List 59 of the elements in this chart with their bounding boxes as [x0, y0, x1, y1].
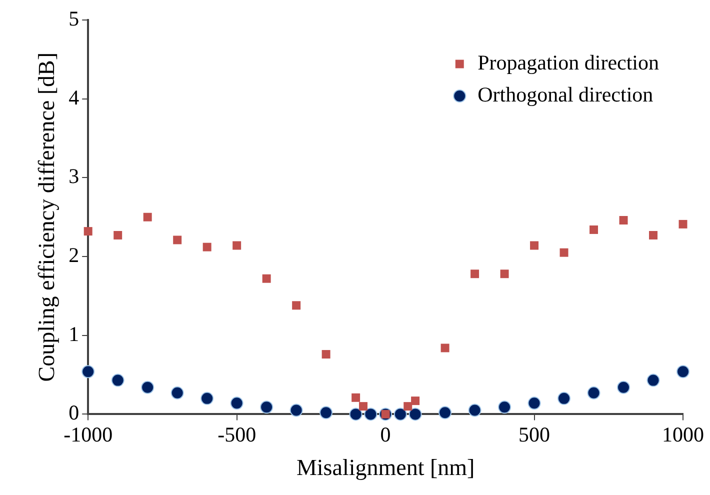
point: [364, 408, 378, 421]
point: [349, 408, 362, 421]
point: [438, 406, 452, 420]
point: [560, 248, 568, 257]
point: [84, 227, 92, 236]
x-axis-title: Misalignment [nm]: [296, 455, 475, 480]
y-tick-label: 5: [68, 6, 80, 31]
point: [676, 365, 690, 378]
point: [292, 301, 301, 310]
point: [359, 402, 368, 411]
point: [114, 230, 122, 240]
point: [468, 404, 482, 417]
x-tick-label: 0: [380, 422, 391, 446]
point: [82, 365, 95, 378]
point: [352, 393, 360, 402]
legend-label: Orthogonal direction: [478, 82, 654, 107]
point: [678, 220, 688, 228]
point: [530, 241, 539, 250]
point: [290, 404, 303, 417]
point: [408, 408, 422, 421]
point: [440, 344, 450, 352]
point: [262, 274, 271, 283]
point: [230, 396, 244, 410]
point: [617, 380, 630, 394]
point: [411, 396, 420, 406]
y-tick-label: 2: [68, 243, 80, 268]
point: [394, 408, 407, 421]
point: [143, 212, 152, 222]
point: [260, 400, 274, 414]
point: [232, 241, 242, 250]
point: [558, 392, 571, 405]
point: [646, 374, 660, 387]
point: [587, 386, 600, 400]
point: [111, 374, 124, 387]
point: [500, 270, 509, 278]
point: [498, 400, 512, 414]
y-tick-label: 3: [68, 164, 80, 188]
point: [170, 386, 184, 400]
x-tick-label: 500: [518, 422, 550, 446]
y-tick-label: 0: [68, 400, 80, 425]
x-tick-label: -1000: [64, 422, 113, 446]
point: [141, 380, 154, 394]
point: [649, 230, 658, 240]
point: [470, 270, 480, 278]
point: [322, 350, 330, 359]
y-tick-label: 1: [68, 322, 80, 346]
point: [619, 216, 628, 224]
point: [202, 242, 212, 252]
point: [320, 406, 333, 420]
point: [173, 236, 182, 244]
y-tick-label: 4: [68, 85, 80, 110]
legend-label: Propagation direction: [478, 50, 660, 75]
y-axis-title: Coupling efficiency difference [dB]: [34, 52, 59, 382]
point: [200, 392, 214, 405]
point: [528, 396, 541, 410]
x-tick-label: -500: [218, 422, 256, 446]
x-tick-label: 1000: [662, 422, 704, 446]
point: [590, 225, 598, 234]
point: [404, 402, 412, 411]
